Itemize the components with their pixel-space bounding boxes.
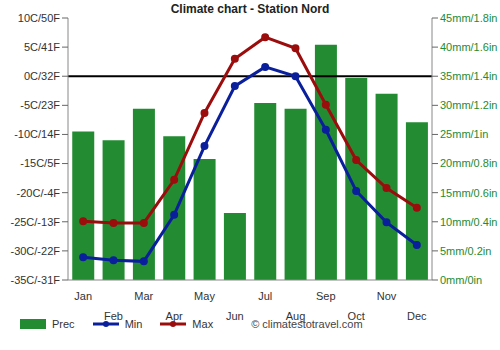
svg-text:-20C/-4F: -20C/-4F [17, 187, 61, 199]
svg-text:35mm/1.4in: 35mm/1.4in [440, 70, 492, 82]
svg-text:Jan: Jan [74, 290, 92, 302]
svg-text:15mm/0.6in: 15mm/0.6in [440, 187, 492, 199]
svg-text:-30C/-22F: -30C/-22F [10, 245, 60, 257]
svg-text:Dec: Dec [407, 310, 427, 322]
svg-text:Apr: Apr [166, 310, 183, 322]
svg-text:-25C/-13F: -25C/-13F [10, 216, 60, 228]
svg-text:0mm/0in: 0mm/0in [440, 274, 482, 286]
svg-text:10mm/0.4in: 10mm/0.4in [440, 216, 492, 228]
svg-text:40mm/1.6in: 40mm/1.6in [440, 41, 492, 53]
svg-text:-15C/5F: -15C/5F [20, 157, 60, 169]
svg-text:20mm/0.8in: 20mm/0.8in [440, 157, 492, 169]
svg-text:Mar: Mar [134, 290, 153, 302]
svg-text:5mm/0.2in: 5mm/0.2in [440, 245, 491, 257]
svg-text:25mm/1in: 25mm/1in [440, 128, 488, 140]
svg-text:-10C/14F: -10C/14F [14, 128, 60, 140]
svg-text:-5C/23F: -5C/23F [20, 99, 60, 111]
svg-text:-35C/-31F: -35C/-31F [10, 274, 60, 286]
svg-text:Sep: Sep [316, 290, 336, 302]
svg-text:30mm/1.2in: 30mm/1.2in [440, 99, 492, 111]
svg-text:0C/32F: 0C/32F [24, 70, 60, 82]
svg-text:Jun: Jun [226, 310, 244, 322]
svg-text:Feb: Feb [104, 310, 123, 322]
svg-text:Jul: Jul [258, 290, 272, 302]
svg-text:May: May [194, 290, 215, 302]
svg-text:10C/50F: 10C/50F [18, 12, 60, 24]
svg-text:45mm/1.8in: 45mm/1.8in [440, 12, 492, 24]
svg-text:Nov: Nov [377, 290, 397, 302]
svg-text:5C/41F: 5C/41F [24, 41, 60, 53]
